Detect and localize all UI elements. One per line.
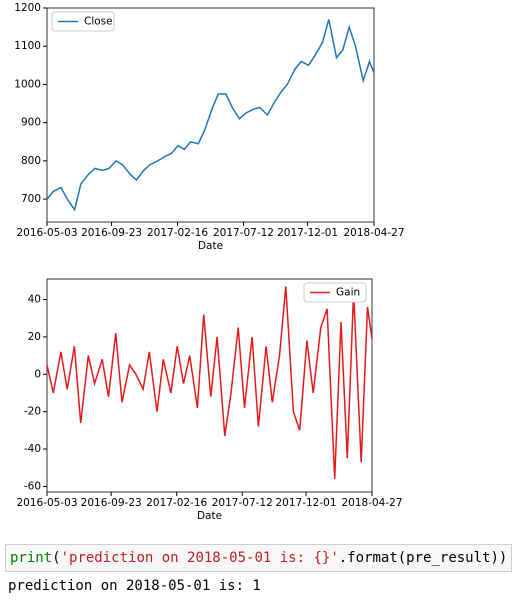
legend-box <box>303 282 367 303</box>
x-tick-label: 2017-02-16 <box>147 227 208 239</box>
y-tick-label: 1200 <box>14 2 41 14</box>
y-tick-label: -40 <box>24 443 41 455</box>
data-line <box>46 286 373 479</box>
code-token: ( <box>52 550 61 566</box>
code-cell[interactable]: print('prediction on 2018-05-01 is: {}'.… <box>5 544 512 572</box>
data-line <box>46 19 375 212</box>
x-tick-label: 2016-09-23 <box>81 497 142 509</box>
legend-box <box>51 11 115 32</box>
y-tick-label: 800 <box>21 155 41 167</box>
y-tick-label: 1100 <box>14 40 41 52</box>
code-token: print <box>10 550 53 566</box>
x-axis-label: Date <box>198 240 223 252</box>
y-tick-label: -60 <box>24 480 41 492</box>
x-tick-label: 2016-05-03 <box>16 227 77 239</box>
legend-label: Close <box>84 16 113 28</box>
x-tick-label: 2018-04-27 <box>341 497 402 509</box>
x-tick-label: 2017-07-12 <box>212 497 273 509</box>
x-tick-label: 2017-12-01 <box>275 497 336 509</box>
x-tick-label: 2017-02-16 <box>146 497 207 509</box>
y-tick-label: 900 <box>21 117 41 129</box>
code-token: 'prediction on 2018-05-01 is: {}' <box>60 550 339 566</box>
y-tick-label: 1000 <box>14 78 41 90</box>
legend-label: Gain <box>336 287 360 299</box>
output-text: prediction on 2018-05-01 is: 1 <box>8 578 261 594</box>
x-tick-label: 2017-07-12 <box>213 227 274 239</box>
y-tick-label: -20 <box>24 406 41 418</box>
y-tick-label: 40 <box>28 294 41 306</box>
y-tick-label: 20 <box>28 331 41 343</box>
x-tick-label: 2016-05-03 <box>16 497 77 509</box>
y-tick-label: 700 <box>21 193 41 205</box>
x-tick-label: 2017-12-01 <box>277 227 338 239</box>
x-axis-label: Date <box>197 510 222 522</box>
code-token: .format(pre_result)) <box>338 550 508 566</box>
y-tick-label: 0 <box>34 368 41 380</box>
x-tick-label: 2016-09-23 <box>81 227 142 239</box>
x-tick-label: 2018-04-27 <box>343 227 404 239</box>
charts: 700 800 900 1000 1100 1200 2016-05-03 2016-09-2… <box>14 2 404 522</box>
